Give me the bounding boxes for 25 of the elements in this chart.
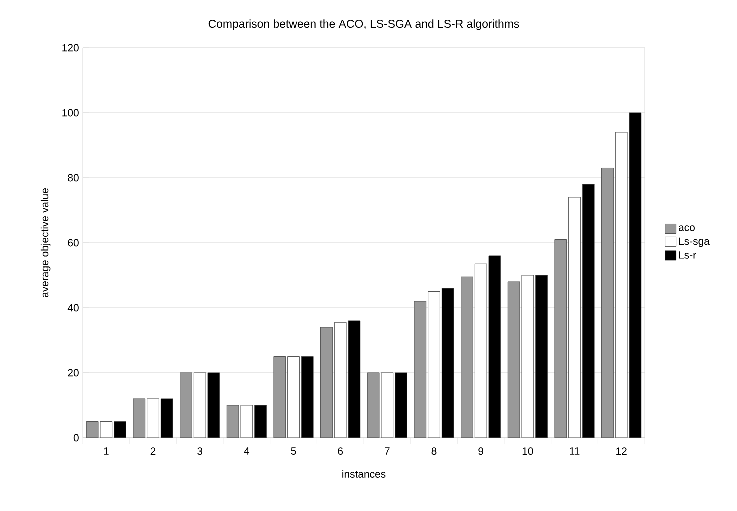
legend-label: Ls-r xyxy=(679,252,696,259)
y-tick-label: 20 xyxy=(68,369,79,377)
y-tick-label: 100 xyxy=(62,109,79,117)
x-tick-label: 1 xyxy=(104,448,109,455)
x-tick-label: 8 xyxy=(432,448,437,456)
y-tick-label: 60 xyxy=(68,239,79,247)
x-tick-label: 10 xyxy=(522,448,534,456)
y-axis-title: average objective value xyxy=(40,188,51,298)
y-tick-label: 80 xyxy=(68,174,79,182)
y-tick-label: 0 xyxy=(74,434,79,442)
x-tick-label: 6 xyxy=(338,448,344,456)
legend-label: Ls-sga xyxy=(679,238,710,248)
legend-label: aco xyxy=(678,226,695,232)
y-tick-label: 120 xyxy=(62,44,79,52)
x-axis-title: instances xyxy=(342,470,386,478)
x-tick-label: 5 xyxy=(291,448,296,455)
x-tick-label: 9 xyxy=(478,448,484,456)
y-tick-label: 40 xyxy=(68,304,79,312)
chart-title: Comparison between the ACO, LS-SGA and LS-R algorithms xyxy=(208,20,520,30)
x-tick-label: 7 xyxy=(385,448,390,455)
x-tick-label: 2 xyxy=(150,448,156,455)
x-tick-label: 4 xyxy=(244,448,250,455)
x-tick-label: 11 xyxy=(570,448,580,455)
x-tick-label: 12 xyxy=(616,448,627,455)
x-tick-label: 3 xyxy=(198,448,203,456)
